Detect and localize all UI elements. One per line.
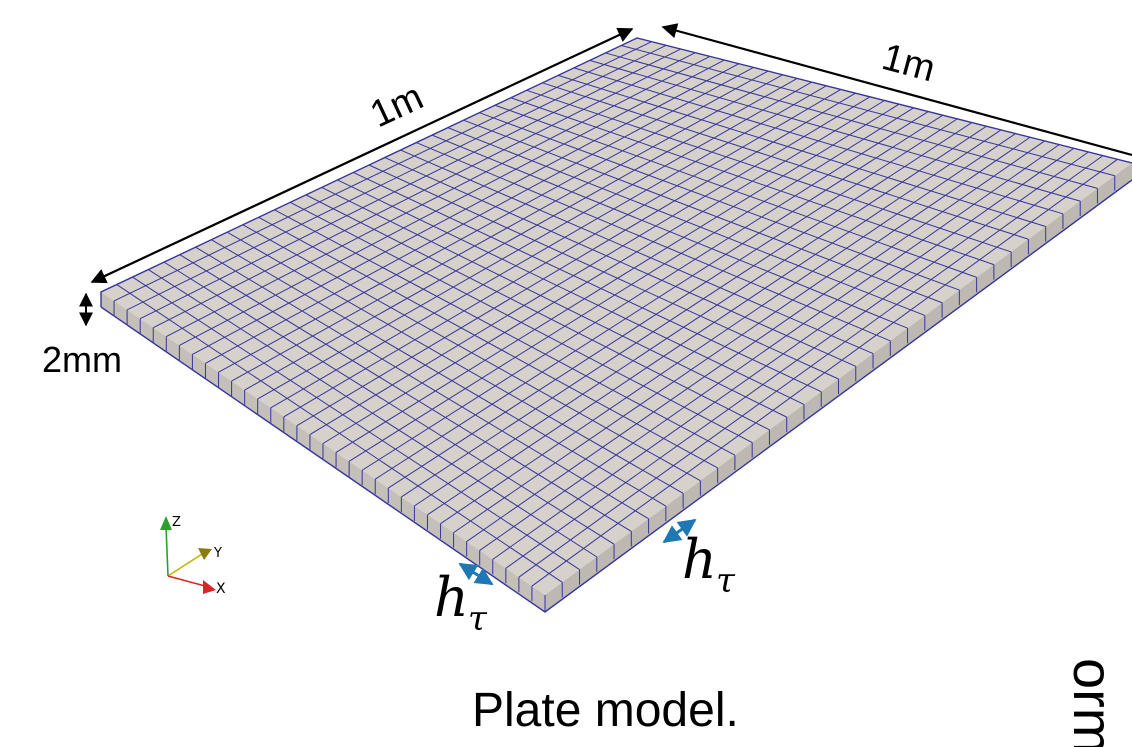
figure-caption: Plate model. — [472, 684, 739, 737]
right-edge-dimension-arrow — [661, 23, 1132, 157]
axis-y-line — [167, 553, 203, 577]
axis-z-line — [165, 525, 169, 577]
mesh-line — [505, 151, 1089, 569]
mesh-line — [388, 118, 958, 489]
axis-z-arrowhead — [160, 516, 172, 530]
top-edge-label: 1m — [364, 76, 430, 136]
mesh-line — [518, 155, 1104, 578]
axis-x-line — [167, 575, 206, 587]
mesh-size-arrow-right — [662, 518, 697, 544]
top-edge-dimension-arrow — [90, 27, 634, 284]
mesh-line — [479, 144, 1060, 551]
mesh-size-label-front: h τ — [434, 566, 488, 639]
mesh-line — [374, 114, 944, 480]
mesh-size-subscript: τ — [716, 561, 736, 601]
plate-top-face — [101, 38, 1132, 595]
mesh-line — [414, 125, 987, 507]
mesh-line — [361, 111, 929, 471]
mesh-line — [427, 129, 1002, 516]
mesh-line — [348, 107, 914, 462]
mesh-line — [453, 136, 1031, 534]
axis-x-label: X — [216, 581, 226, 597]
orientation-axes: Z Y X — [160, 515, 226, 597]
mesh-size-symbol: h — [434, 566, 469, 629]
axis-y-arrowhead — [198, 548, 212, 560]
thickness-label: 2mm — [42, 339, 122, 380]
side-text-fragment: orm — [1062, 658, 1125, 747]
mesh-line — [531, 158, 1118, 587]
mesh-line — [401, 122, 973, 498]
mesh-line — [440, 133, 1016, 525]
right-edge-label: 1m — [878, 36, 940, 90]
mesh-size-arrow-front — [458, 562, 494, 586]
mesh-line — [466, 140, 1045, 542]
mesh-size-symbol: h — [682, 528, 717, 591]
axis-y-label: Y — [213, 546, 222, 561]
axis-x-arrowhead — [203, 580, 216, 594]
mesh-size-subscript: τ — [468, 599, 488, 639]
axis-z-label: Z — [172, 515, 181, 530]
mesh-line — [492, 147, 1075, 560]
mesh-size-label-right: h τ — [682, 528, 736, 601]
plate-bottom-outline — [100, 179, 1132, 613]
